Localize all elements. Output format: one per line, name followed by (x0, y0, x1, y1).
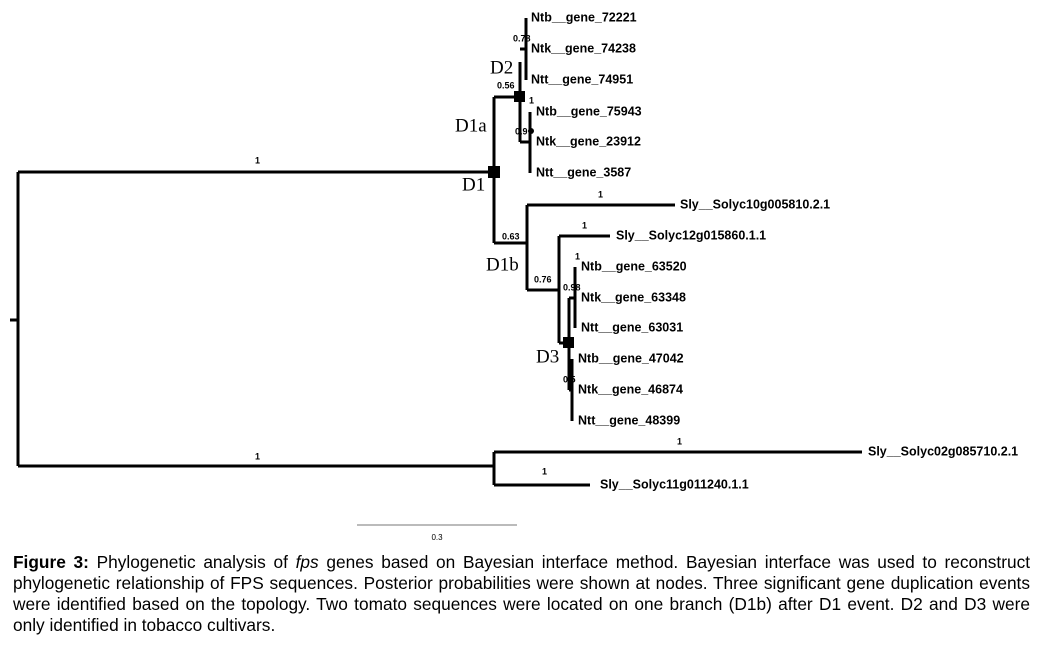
support-value: 1 (255, 451, 260, 461)
support-value: 0.78 (513, 33, 531, 43)
support-value: 0.56 (497, 80, 515, 90)
caption-text: genes based on Bayesian interface method… (13, 552, 1031, 635)
leaf-label: Sly__Solyc02g085710.2.1 (868, 444, 1018, 458)
leaf-label: Ntk__gene_46874 (578, 382, 683, 396)
support-value: 1 (582, 220, 587, 230)
leaf-label: Ntt__gene_63031 (581, 320, 683, 334)
support-values: 1 0.56 0.78 1 0.9 0.63 1 0.76 1 1 0.98 0… (255, 33, 682, 476)
support-value: 1 (255, 155, 260, 165)
phylogenetic-tree: Ntb__gene_72221 Ntk__gene_74238 Ntt__gen… (10, 10, 1018, 542)
leaf-label: Ntk__gene_23912 (536, 134, 641, 148)
node-label: D1 (462, 174, 485, 195)
leaf-label: Ntb__gene_72221 (531, 10, 637, 24)
scale-bar-label: 0.3 (431, 533, 443, 542)
leaf-label: Ntb__gene_63520 (581, 259, 687, 273)
caption: Figure 3: Phylogenetic analysis of fps g… (13, 552, 1030, 636)
leaf-label: Ntk__gene_74238 (531, 41, 636, 55)
leaf-label: Ntk__gene_63348 (581, 290, 686, 304)
leaf-label: Ntt__gene_74951 (531, 72, 633, 86)
support-value: 0.76 (534, 274, 552, 284)
support-value: 0.5 (563, 374, 576, 384)
node-label: D2 (490, 57, 513, 78)
leaf-label: Ntb__gene_75943 (536, 104, 642, 118)
caption-emphasis: fps (295, 552, 319, 572)
support-value: 0.98 (563, 282, 581, 292)
leaf-label: Sly__Solyc11g011240.1.1 (600, 477, 749, 491)
support-value: 1 (575, 251, 580, 261)
leaf-labels: Ntb__gene_72221 Ntk__gene_74238 Ntt__gen… (531, 10, 1018, 491)
support-value: 1 (542, 466, 547, 476)
support-value: 0.9 (515, 126, 528, 136)
support-value: 1 (598, 189, 603, 199)
leaf-label: Sly__Solyc10g005810.2.1 (680, 197, 830, 211)
support-value: 0.63 (502, 231, 520, 241)
branches (10, 18, 862, 487)
node-label: D3 (536, 346, 559, 367)
node-label: D1b (486, 254, 519, 275)
node-label: D1a (455, 115, 487, 136)
leaf-label: Ntt__gene_48399 (578, 413, 680, 427)
caption-text: Phylogenetic analysis of (96, 552, 288, 572)
leaf-label: Ntt__gene_3587 (536, 165, 631, 179)
caption-label: Figure 3: (13, 552, 89, 572)
leaf-label: Sly__Solyc12g015860.1.1 (616, 228, 766, 242)
node-labels: D1 D1a D1b D2 D3 (455, 57, 559, 367)
leaf-label: Ntb__gene_47042 (578, 351, 684, 365)
support-value: 1 (529, 95, 534, 105)
support-value: 1 (677, 436, 682, 446)
scale-bar: 0.3 (357, 524, 517, 542)
